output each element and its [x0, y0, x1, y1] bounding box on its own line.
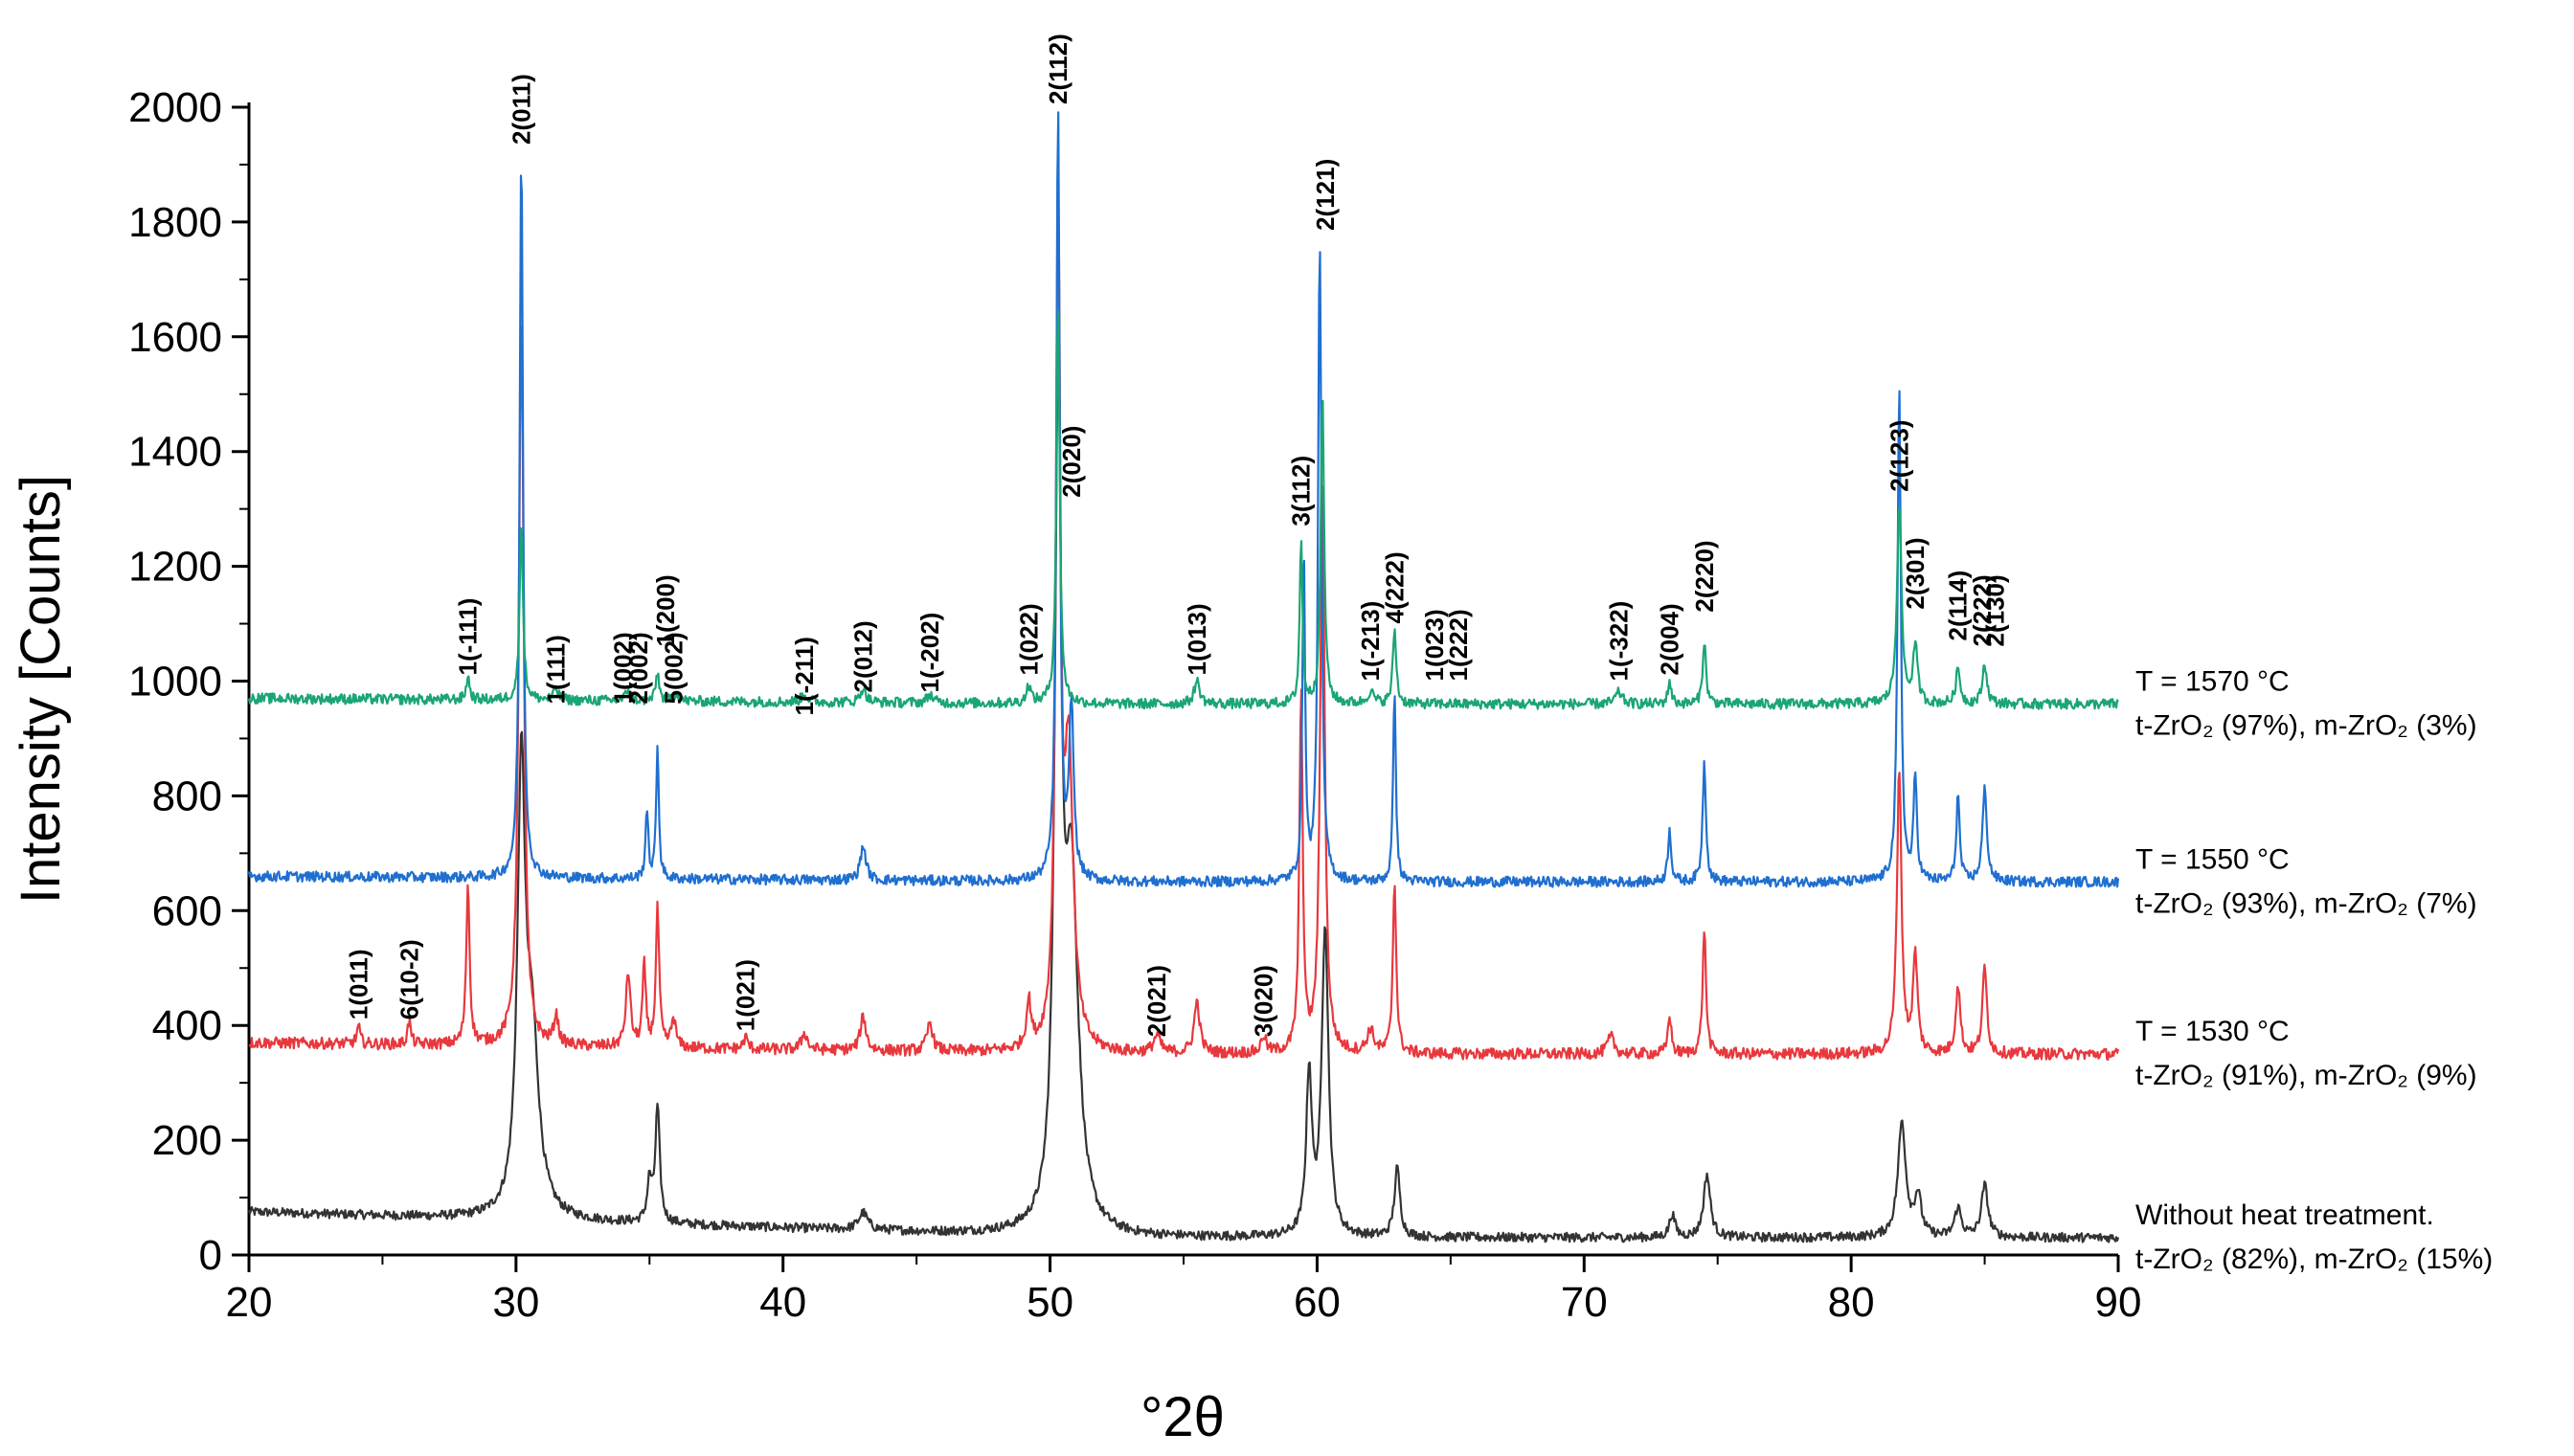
series-line-2 [247, 111, 2120, 888]
peak-label: 2(021) [1142, 965, 1171, 1037]
peak-label: 3(112) [1287, 456, 1316, 526]
peak-label: 2(011) [507, 74, 535, 145]
y-tick-label: 400 [152, 1002, 222, 1049]
x-tick-label: 70 [1561, 1279, 1608, 1326]
peak-label: 1(-211) [790, 637, 819, 715]
y-axis-title: Intensity [Counts] [10, 475, 72, 904]
peak-label: 3(020) [1250, 965, 1278, 1037]
peak-label: 1(222) [1444, 609, 1473, 681]
series-line-0 [247, 356, 2120, 1243]
peak-label: 2(004) [1656, 603, 1684, 675]
y-tick-label: 200 [152, 1117, 222, 1164]
series-label-title-0: Without heat treatment. [2135, 1199, 2434, 1231]
x-axis-title: °2θ [1140, 1386, 1225, 1448]
peak-label: 1(013) [1183, 603, 1211, 675]
x-tick-label: 80 [1828, 1279, 1875, 1326]
series-line-3 [247, 309, 2119, 710]
x-tick-label: 50 [1027, 1279, 1073, 1326]
peak-label: 1(021) [732, 959, 760, 1031]
peak-label: 6(10-2) [395, 939, 423, 1019]
y-tick-label: 600 [152, 887, 222, 934]
series-label-phase-3: t-ZrO₂ (97%), m-ZrO₂ (3%) [2135, 709, 2477, 741]
peak-label: 4(222) [1380, 551, 1409, 623]
y-tick-label: 1600 [128, 314, 222, 361]
peak-label: 1(-322) [1605, 601, 1634, 682]
peak-label: 2(130) [1981, 574, 2010, 646]
peak-labels: 1(011) 6(10-2)1(-111)2(011)1(111) 1(002)2(… [344, 34, 2009, 1037]
y-tick-label: 1800 [128, 199, 222, 246]
axes: 20 30 40 50 60 70 80 90 0 200 400 600 800 1000 1200 140… [128, 84, 2141, 1326]
y-tick-label: 1400 [128, 429, 222, 476]
y-tick-label: 1000 [128, 659, 222, 706]
x-tick-label: 60 [1294, 1279, 1341, 1326]
peak-label: 1(023) [1420, 609, 1449, 681]
peak-label: 1(-213) [1356, 601, 1385, 682]
peak-label: 1(022) [1014, 603, 1043, 675]
series-label-phase-1: t-ZrO₂ (91%), m-ZrO₂ (9%) [2135, 1060, 2477, 1091]
peak-label: 2(301) [1901, 537, 1930, 609]
peak-label: 2(222) [1968, 574, 1997, 646]
peak-label: 2(002) [624, 632, 653, 704]
y-tick-label: 2000 [128, 84, 222, 131]
peak-label: 2(020) [1057, 426, 1086, 498]
peak-label: 1(-111) [454, 598, 483, 676]
y-tick-label: 800 [152, 773, 222, 819]
y-tick-label: 0 [199, 1232, 222, 1279]
series-label-title-3: T = 1570 °C [2135, 665, 2290, 697]
peak-label: 1(200) [651, 574, 680, 646]
x-tick-label: 40 [759, 1279, 806, 1326]
peak-label: 2(123) [1885, 420, 1913, 492]
peak-label: 2(012) [848, 620, 877, 692]
peak-label: 1(-202) [915, 613, 944, 693]
series-layer [247, 111, 2120, 1243]
series-labels: Without heat treatment. t-ZrO₂ (82%), m-Z… [2135, 665, 2493, 1275]
x-tick-label: 20 [226, 1279, 273, 1326]
peak-label: 1(111) [542, 635, 571, 704]
peak-label: 2(220) [1690, 540, 1719, 612]
peak-label: 5(002) [659, 632, 688, 704]
series-label-title-1: T = 1530 °C [2135, 1016, 2290, 1047]
peak-label: 1(002) [608, 632, 637, 704]
peak-label: 2(112) [1044, 34, 1072, 104]
x-tick-label: 90 [2095, 1279, 2142, 1326]
peak-label: 2(114) [1944, 571, 1973, 641]
series-label-title-2: T = 1550 °C [2135, 843, 2290, 875]
peak-label: 2(121) [1311, 159, 1340, 231]
y-tick-label: 1200 [128, 544, 222, 591]
series-label-phase-0: t-ZrO₂ (82%), m-ZrO₂ (15%) [2135, 1243, 2493, 1275]
series-line-1 [248, 173, 2120, 1062]
series-label-phase-2: t-ZrO₂ (93%), m-ZrO₂ (7%) [2135, 887, 2477, 919]
peak-label: 1(011) [344, 949, 373, 1019]
x-tick-label: 30 [492, 1279, 539, 1326]
